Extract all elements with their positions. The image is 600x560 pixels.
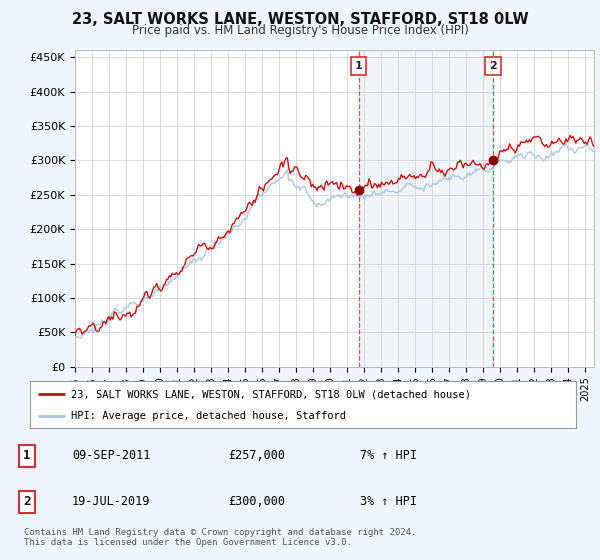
Text: £257,000: £257,000	[228, 449, 285, 463]
Text: 2: 2	[23, 496, 31, 508]
Bar	[359, 50, 493, 367]
Text: £300,000: £300,000	[228, 496, 285, 508]
Text: 7% ↑ HPI: 7% ↑ HPI	[360, 449, 417, 463]
Text: 1: 1	[355, 61, 362, 71]
Text: 2: 2	[489, 61, 497, 71]
Text: 23, SALT WORKS LANE, WESTON, STAFFORD, ST18 0LW: 23, SALT WORKS LANE, WESTON, STAFFORD, S…	[71, 12, 529, 27]
Text: Contains HM Land Registry data © Crown copyright and database right 2024.
This d: Contains HM Land Registry data © Crown c…	[24, 528, 416, 547]
Text: 1: 1	[23, 449, 31, 463]
Text: Price paid vs. HM Land Registry's House Price Index (HPI): Price paid vs. HM Land Registry's House …	[131, 24, 469, 37]
Text: 3% ↑ HPI: 3% ↑ HPI	[360, 496, 417, 508]
Text: 23, SALT WORKS LANE, WESTON, STAFFORD, ST18 0LW (detached house): 23, SALT WORKS LANE, WESTON, STAFFORD, S…	[71, 389, 471, 399]
Text: HPI: Average price, detached house, Stafford: HPI: Average price, detached house, Staf…	[71, 411, 346, 421]
Text: 09-SEP-2011: 09-SEP-2011	[72, 449, 151, 463]
Text: 19-JUL-2019: 19-JUL-2019	[72, 496, 151, 508]
